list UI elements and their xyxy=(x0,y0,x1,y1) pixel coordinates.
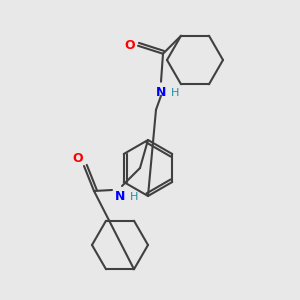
Text: H: H xyxy=(130,192,138,202)
Text: O: O xyxy=(73,152,83,164)
Text: H: H xyxy=(171,88,179,98)
Text: N: N xyxy=(156,86,166,99)
Text: O: O xyxy=(125,39,135,52)
Text: N: N xyxy=(115,190,125,203)
